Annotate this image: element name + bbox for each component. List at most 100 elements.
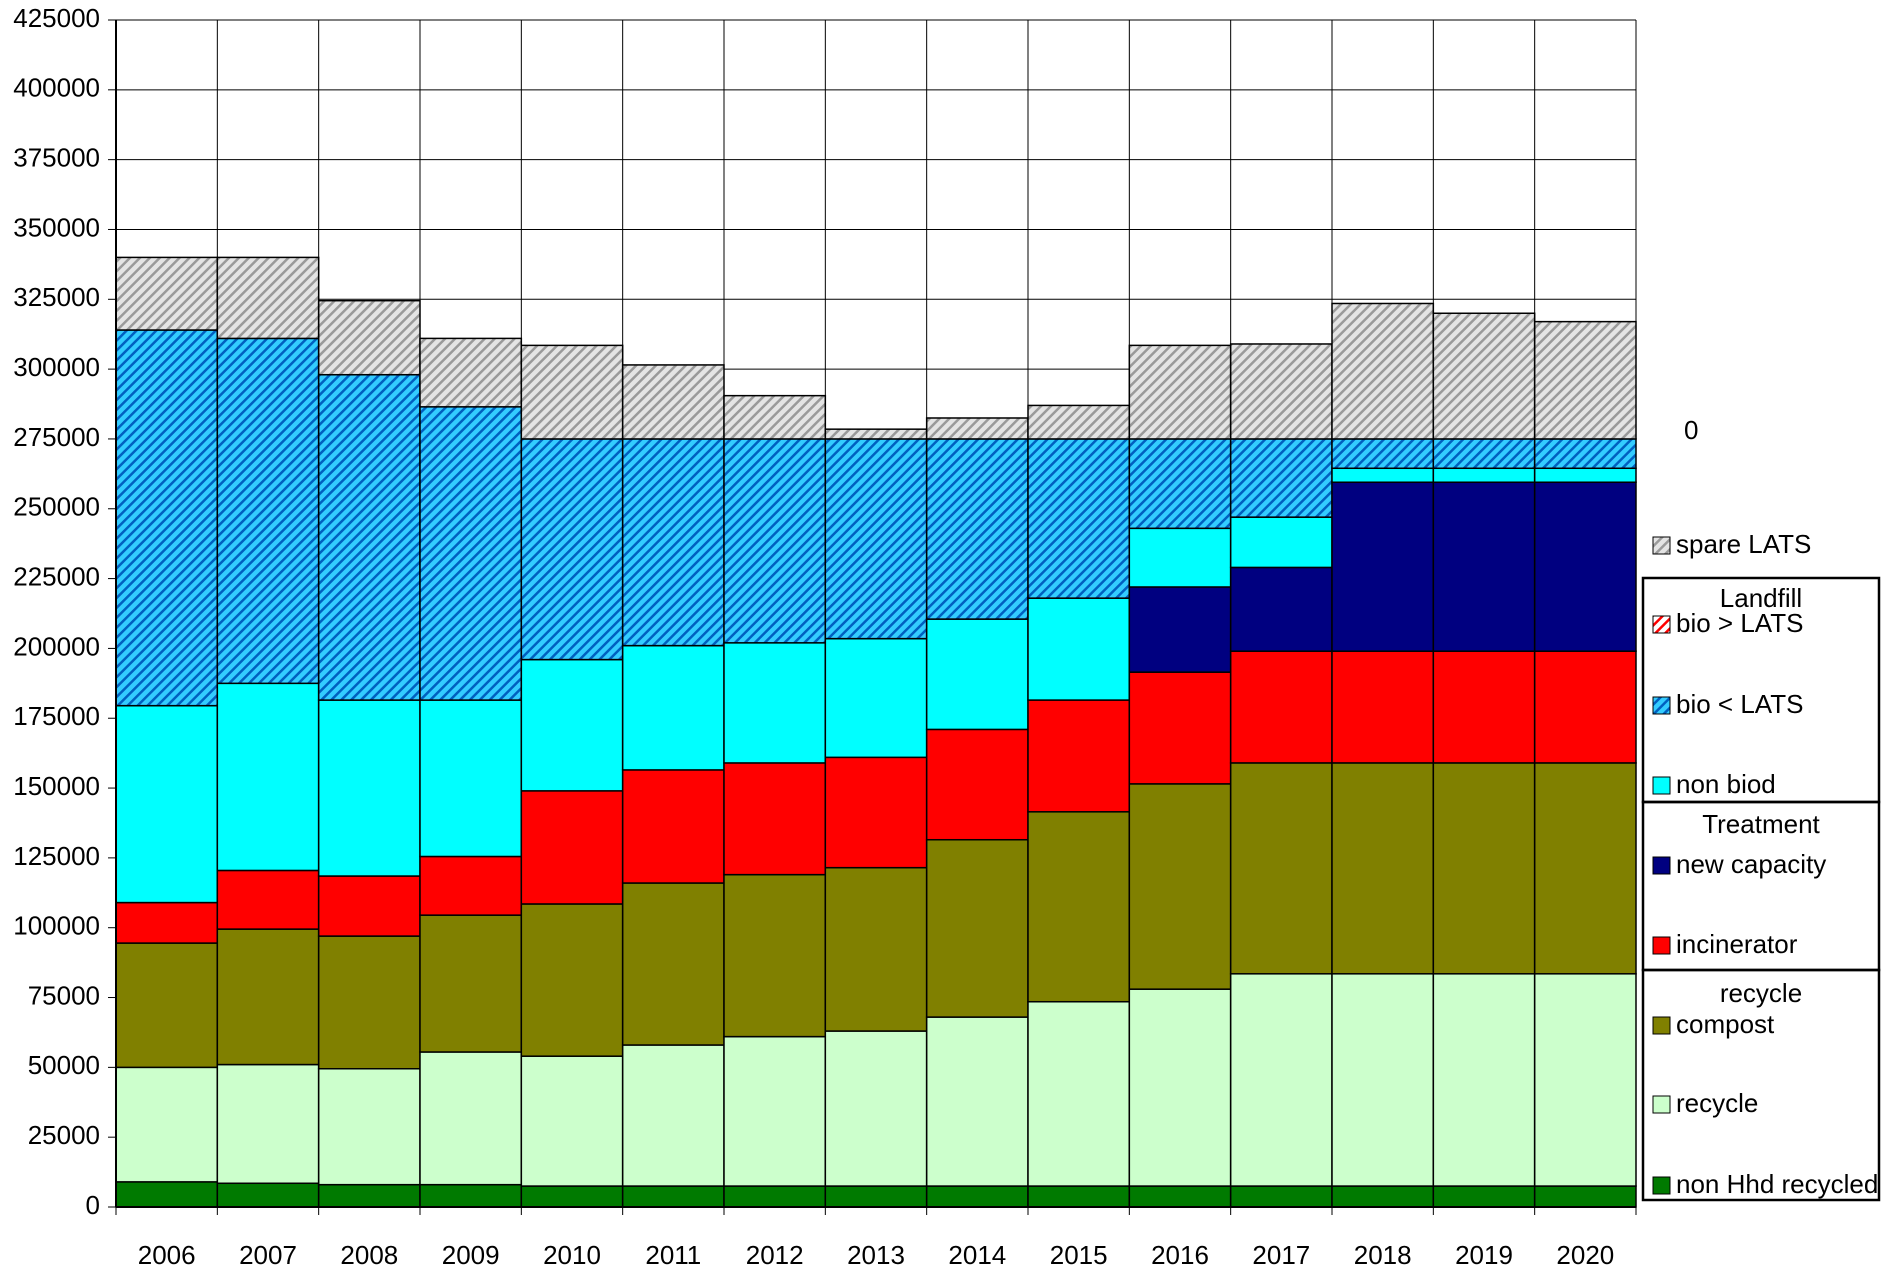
bar-segment xyxy=(1533,650,1637,764)
bar-segment xyxy=(419,914,523,1053)
legend-label: new capacity xyxy=(1676,849,1826,879)
y-tick-label: 300000 xyxy=(13,352,100,382)
y-tick-label: 150000 xyxy=(13,771,100,801)
bar-segment xyxy=(1027,811,1131,1003)
bar-segment xyxy=(115,704,219,904)
y-tick-label: 75000 xyxy=(28,980,100,1010)
bar-segment xyxy=(925,438,1029,620)
bar-segment xyxy=(1331,467,1435,483)
bar-segment xyxy=(1432,438,1536,470)
bar-segment xyxy=(115,901,219,944)
bar-segment xyxy=(1229,516,1333,569)
bar-segment xyxy=(419,855,523,916)
bar-segment xyxy=(925,1016,1029,1187)
bar-segment xyxy=(520,1055,624,1187)
bar-segment xyxy=(1128,344,1232,440)
y-tick-label: 0 xyxy=(86,1190,100,1220)
bar-segment xyxy=(1229,438,1333,518)
bar-segment xyxy=(1533,438,1637,470)
bar-segment xyxy=(1533,481,1637,652)
bar-segment xyxy=(1533,973,1637,1187)
legend-label: recycle xyxy=(1676,1088,1758,1118)
legend-swatch xyxy=(1652,1176,1671,1195)
bar-segment xyxy=(1331,762,1435,975)
bar-segment xyxy=(1331,302,1435,440)
legend-label: bio > LATS xyxy=(1676,608,1803,638)
legend-label: non Hhd recycled xyxy=(1676,1169,1878,1199)
bar-segment xyxy=(621,882,725,1046)
bar-segment xyxy=(1533,467,1637,483)
legend-swatch xyxy=(1652,536,1671,555)
bar-segment xyxy=(1432,481,1536,652)
bar-segment xyxy=(824,428,928,440)
bar-segment xyxy=(520,658,624,792)
legend-swatch xyxy=(1652,776,1671,795)
y-tick-label: 25000 xyxy=(28,1120,100,1150)
bar-segment xyxy=(1128,438,1232,530)
bar-segment xyxy=(621,769,725,884)
bar-segment xyxy=(1432,312,1536,440)
bar-segment xyxy=(723,642,827,764)
bar-segment xyxy=(317,373,421,701)
bar-segment xyxy=(925,1185,1029,1208)
bar-segment xyxy=(115,1181,219,1208)
bar-segment xyxy=(115,256,219,331)
x-tick-label: 2014 xyxy=(948,1240,1006,1270)
bar-segment xyxy=(1533,762,1637,975)
legend-label: compost xyxy=(1676,1009,1775,1039)
bar-segment xyxy=(419,699,523,858)
bar-segment xyxy=(1229,343,1333,440)
bar-segment xyxy=(1128,783,1232,990)
legend-swatch xyxy=(1652,1016,1671,1035)
legend-swatch xyxy=(1652,696,1671,715)
bar-segment xyxy=(824,866,928,1032)
bar-segment xyxy=(419,1051,523,1186)
y-tick-label: 175000 xyxy=(13,701,100,731)
bar-segment xyxy=(520,1185,624,1208)
bar-segment xyxy=(1128,1185,1232,1208)
legend-label: bio < LATS xyxy=(1676,689,1803,719)
bar-segment xyxy=(824,637,928,759)
bar-segment xyxy=(1432,467,1536,483)
legend-label: non biod xyxy=(1676,769,1776,799)
legend-swatch xyxy=(1652,1095,1671,1114)
bar-segment xyxy=(216,869,320,930)
bar-segment xyxy=(317,1067,421,1186)
y-tick-label: 50000 xyxy=(28,1050,100,1080)
y-tick-label: 425000 xyxy=(13,3,100,33)
bar-segment xyxy=(925,618,1029,731)
bar-segment xyxy=(1128,988,1232,1187)
y-tick-label: 325000 xyxy=(13,282,100,312)
bar-segment xyxy=(115,942,219,1069)
bar-segment xyxy=(723,438,827,644)
bar-segment xyxy=(317,935,421,1070)
bar-segment xyxy=(216,256,320,340)
bar-segment xyxy=(1229,566,1333,652)
bar-segment xyxy=(520,438,624,661)
bar-segment xyxy=(621,1044,725,1187)
legend-label: incinerator xyxy=(1676,929,1798,959)
bar-segment xyxy=(115,1066,219,1183)
bar-segment xyxy=(1027,438,1131,599)
legend-group-title: Landfill xyxy=(1720,583,1802,613)
bar-segment xyxy=(216,337,320,685)
bar-segment xyxy=(1331,481,1435,652)
legend-swatch xyxy=(1652,936,1671,955)
bar-segment xyxy=(723,1035,827,1187)
bar-segment xyxy=(1229,1185,1333,1208)
bar-segment xyxy=(419,1183,523,1208)
bar-segment xyxy=(216,1063,320,1185)
bar-segment xyxy=(317,1183,421,1208)
y-tick-label: 100000 xyxy=(13,911,100,941)
y-tick-label: 125000 xyxy=(13,841,100,871)
legend-label: spare LATS xyxy=(1676,529,1811,559)
legend-swatch xyxy=(1652,856,1671,875)
bar-segment xyxy=(1128,586,1232,673)
bar-segment xyxy=(621,364,725,440)
legend-group-box xyxy=(1641,968,1881,1202)
bar-segment xyxy=(1027,1185,1131,1208)
bar-segment xyxy=(1331,650,1435,764)
legend-group-title: recycle xyxy=(1720,978,1802,1008)
bar-segment xyxy=(824,1185,928,1208)
